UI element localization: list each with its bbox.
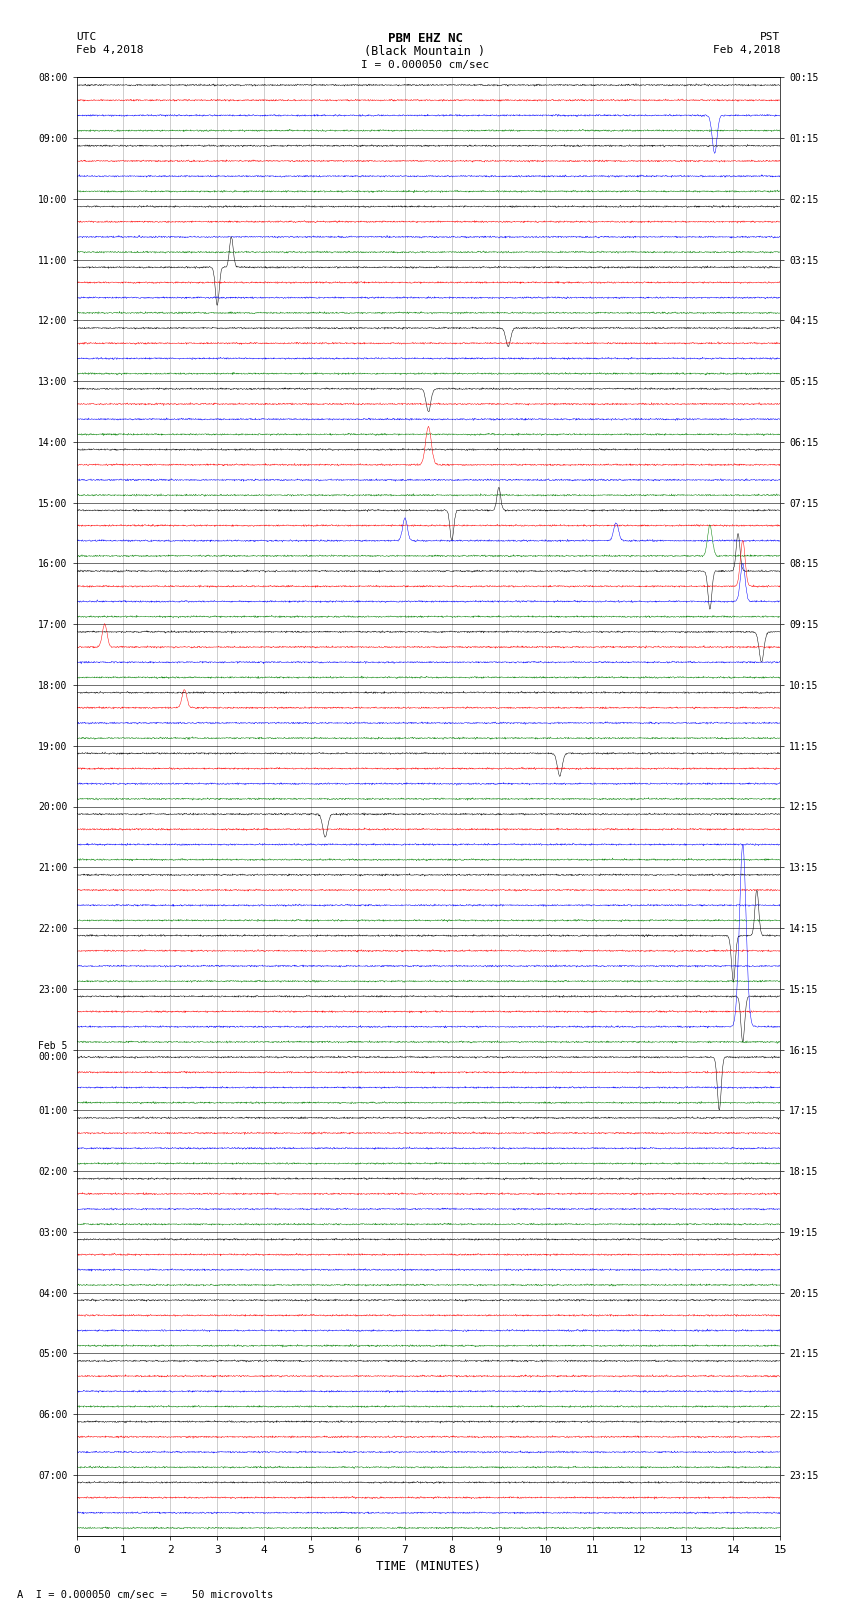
Text: I = 0.000050 cm/sec: I = 0.000050 cm/sec xyxy=(361,60,489,69)
Text: Feb 4,2018: Feb 4,2018 xyxy=(76,45,144,55)
Text: PST: PST xyxy=(760,32,780,42)
Text: (Black Mountain ): (Black Mountain ) xyxy=(365,45,485,58)
Text: Feb 4,2018: Feb 4,2018 xyxy=(713,45,780,55)
Text: A  I = 0.000050 cm/sec =    50 microvolts: A I = 0.000050 cm/sec = 50 microvolts xyxy=(17,1590,273,1600)
Text: PBM EHZ NC: PBM EHZ NC xyxy=(388,32,462,45)
Text: UTC: UTC xyxy=(76,32,97,42)
X-axis label: TIME (MINUTES): TIME (MINUTES) xyxy=(376,1560,481,1573)
